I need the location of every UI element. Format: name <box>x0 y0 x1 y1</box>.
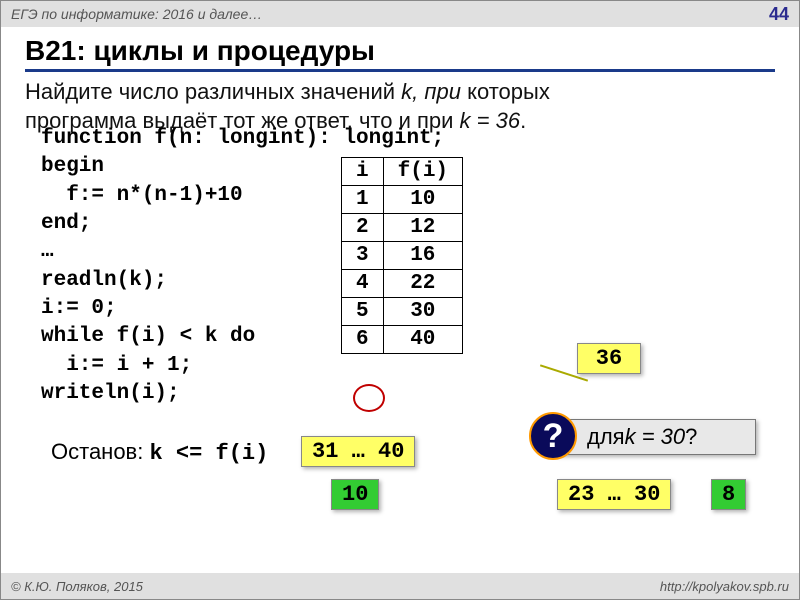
stop-condition: Останов: k <= f(i) <box>51 439 268 466</box>
task-line2b: . <box>520 108 526 133</box>
stop-label-text: Останов: <box>51 439 149 464</box>
values-table: i f(i) 110 212 316 422 530 640 <box>341 157 463 354</box>
table-row: 316 <box>342 242 463 270</box>
footer-url: http://kpolyakov.spb.ru <box>660 579 789 594</box>
table-row: 530 <box>342 298 463 326</box>
header-context: ЕГЭ по информатике: 2016 и далее… <box>11 6 262 22</box>
footer-bar: © К.Ю. Поляков, 2015 http://kpolyakov.sp… <box>1 573 799 599</box>
table-header: i <box>342 158 384 186</box>
badge-10: 10 <box>331 479 379 510</box>
badge-23-30: 23 … 30 <box>557 479 671 510</box>
header-bar: ЕГЭ по информатике: 2016 и далее… 44 <box>1 1 799 27</box>
page-number: 44 <box>769 4 789 25</box>
table-header: f(i) <box>383 158 462 186</box>
task-line2k: k = 36 <box>460 108 521 133</box>
question-box: для k = 30 ? <box>556 419 756 455</box>
task-line1a: Найдите число различных значений <box>25 79 401 104</box>
page-title: B21: циклы и процедуры <box>25 35 775 72</box>
badge-31-40: 31 … 40 <box>301 436 415 467</box>
question-text-b: ? <box>685 424 697 450</box>
question-text-a: для <box>587 424 625 450</box>
table-row: 640 <box>342 326 463 354</box>
question-mark-icon: ? <box>529 412 577 460</box>
task-line1k: k, при <box>401 79 461 104</box>
footer-copyright: © К.Ю. Поляков, 2015 <box>11 579 143 594</box>
highlight-circle <box>353 384 385 412</box>
table-row: 110 <box>342 186 463 214</box>
task-line1b: которых <box>461 79 550 104</box>
question-text-k: k = 30 <box>625 424 686 450</box>
table-header-row: i f(i) <box>342 158 463 186</box>
badge-36: 36 <box>577 343 641 374</box>
table-row: 422 <box>342 270 463 298</box>
table-row: 212 <box>342 214 463 242</box>
badge-8: 8 <box>711 479 746 510</box>
stop-cond: k <= f(i) <box>149 441 268 466</box>
